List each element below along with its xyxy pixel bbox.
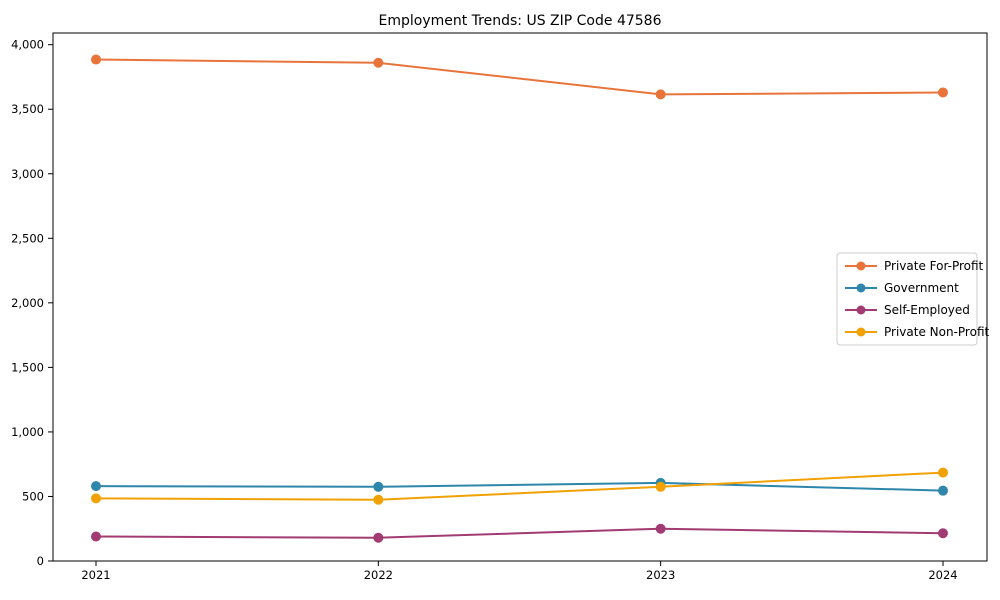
data-point-private-for-profit-2021 — [91, 54, 101, 65]
y-tick-label: 3,000 — [11, 167, 44, 181]
series-line-government — [95, 481, 944, 492]
data-point-self-employed-2022 — [373, 532, 384, 543]
data-point-self-employed-2024 — [937, 528, 948, 539]
x-tick-label: 2022 — [364, 568, 393, 582]
legend-label-private-for-profit: Private For-Profit — [884, 259, 984, 273]
data-point-private-non-profit-2024 — [937, 467, 948, 478]
data-point-private-for-profit-2023 — [655, 89, 666, 100]
legend-marker-government — [856, 283, 866, 293]
data-point-private-non-profit-2021 — [91, 493, 101, 504]
plot-layer: 0 500 1,000 1,500 2,000 2,500 3,000 3,500 4,000 2… — [11, 32, 990, 582]
y-tick-label: 1,000 — [11, 425, 44, 439]
data-point-self-employed-2023 — [655, 523, 666, 534]
legend-marker-self-employed — [856, 305, 866, 315]
y-tick-label: 500 — [22, 489, 44, 503]
data-point-private-for-profit-2024 — [937, 87, 948, 98]
x-tick-label: 2023 — [646, 568, 675, 582]
legend-marker-private-non-profit — [856, 327, 866, 337]
data-point-government-2021 — [91, 481, 101, 492]
chart-title: Employment Trends: US ZIP Code 47586 — [379, 13, 662, 29]
y-tick-label: 3,500 — [11, 102, 44, 116]
legend-box — [836, 252, 978, 346]
data-point-private-non-profit-2023 — [655, 481, 666, 492]
data-point-self-employed-2021 — [91, 531, 101, 542]
data-point-government-2022 — [373, 481, 384, 492]
legend-label-private-non-profit: Private Non-Profit — [884, 325, 990, 339]
y-tick-label: 4,000 — [11, 38, 44, 52]
plot-area — [52, 32, 988, 562]
legend-label-self-employed: Self-Employed — [884, 303, 970, 317]
series-line-private-non-profit — [95, 471, 944, 501]
data-point-private-non-profit-2022 — [373, 494, 384, 505]
legend-label-government: Government — [884, 281, 959, 295]
y-tick-label: 2,000 — [11, 296, 44, 310]
y-tick-label: 0 — [37, 554, 44, 568]
x-tick-label: 2024 — [928, 568, 957, 582]
data-point-private-for-profit-2022 — [373, 57, 384, 68]
data-point-government-2024 — [937, 485, 948, 496]
x-tick-label: 2021 — [81, 568, 110, 582]
legend-marker-private-for-profit — [856, 261, 866, 271]
series-line-self-employed — [95, 527, 944, 539]
y-tick-label: 1,500 — [11, 360, 44, 374]
y-tick-label: 2,500 — [11, 231, 44, 245]
series-line-private-for-profit — [95, 58, 943, 96]
